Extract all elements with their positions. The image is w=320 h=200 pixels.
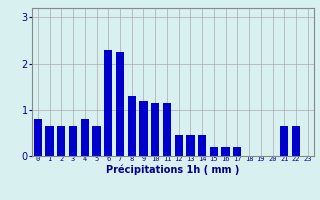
Bar <box>280 126 288 156</box>
Bar <box>210 147 218 156</box>
Bar <box>151 103 159 156</box>
Bar <box>186 135 195 156</box>
Bar <box>69 126 77 156</box>
Bar <box>198 135 206 156</box>
Bar <box>34 119 42 156</box>
Bar <box>81 119 89 156</box>
Bar <box>233 147 242 156</box>
Bar <box>128 96 136 156</box>
Bar <box>175 135 183 156</box>
Bar <box>163 103 171 156</box>
Bar <box>45 126 54 156</box>
Bar <box>104 50 112 156</box>
Bar <box>221 147 230 156</box>
Bar <box>292 126 300 156</box>
Bar <box>57 126 66 156</box>
Bar <box>140 100 148 156</box>
Bar <box>116 52 124 156</box>
X-axis label: Précipitations 1h ( mm ): Précipitations 1h ( mm ) <box>106 165 239 175</box>
Bar <box>92 126 101 156</box>
